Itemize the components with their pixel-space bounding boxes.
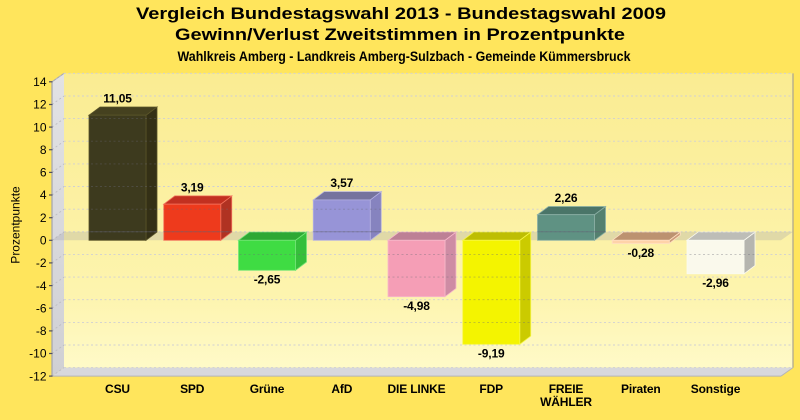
svg-text:-6: -6 bbox=[36, 301, 47, 315]
svg-text:3,19: 3,19 bbox=[181, 180, 204, 194]
svg-text:14: 14 bbox=[33, 75, 47, 89]
svg-text:-2,96: -2,96 bbox=[702, 276, 729, 290]
svg-text:Gewinn/Verlust Zweitstimmen in: Gewinn/Verlust Zweitstimmen in Prozentpu… bbox=[175, 25, 625, 44]
svg-text:2,26: 2,26 bbox=[555, 191, 578, 205]
svg-text:Grüne: Grüne bbox=[250, 382, 285, 396]
svg-text:3,57: 3,57 bbox=[330, 176, 353, 190]
svg-text:6: 6 bbox=[40, 166, 47, 180]
svg-text:Piraten: Piraten bbox=[621, 382, 661, 396]
svg-text:0: 0 bbox=[40, 234, 47, 248]
svg-text:-2,65: -2,65 bbox=[254, 273, 281, 287]
svg-text:4: 4 bbox=[40, 188, 47, 202]
svg-text:-8: -8 bbox=[36, 324, 47, 338]
svg-text:8: 8 bbox=[40, 143, 47, 157]
svg-text:Prozentpunkte: Prozentpunkte bbox=[9, 186, 23, 264]
svg-text:AfD: AfD bbox=[331, 382, 352, 396]
svg-text:DIE LINKE: DIE LINKE bbox=[388, 382, 446, 396]
svg-text:12: 12 bbox=[33, 98, 47, 112]
svg-text:FREIE: FREIE bbox=[549, 382, 584, 396]
svg-text:WÄHLER: WÄHLER bbox=[540, 394, 592, 409]
svg-text:2: 2 bbox=[40, 211, 47, 225]
svg-text:-0,28: -0,28 bbox=[627, 246, 654, 260]
svg-text:-9,19: -9,19 bbox=[478, 347, 505, 361]
svg-text:SPD: SPD bbox=[180, 382, 205, 396]
svg-text:Sonstige: Sonstige bbox=[691, 382, 741, 396]
svg-text:-4,98: -4,98 bbox=[403, 299, 430, 313]
svg-text:-4: -4 bbox=[36, 279, 47, 293]
svg-text:-2: -2 bbox=[36, 256, 47, 270]
svg-text:Wahlkreis Amberg - Landkreis A: Wahlkreis Amberg - Landkreis Amberg-Sulz… bbox=[178, 49, 631, 64]
svg-text:Vergleich Bundestagswahl 2013: Vergleich Bundestagswahl 2013 - Bundesta… bbox=[136, 4, 666, 23]
svg-text:-12: -12 bbox=[29, 369, 47, 383]
svg-text:11,05: 11,05 bbox=[103, 92, 132, 106]
svg-text:CSU: CSU bbox=[105, 382, 130, 396]
svg-text:-10: -10 bbox=[29, 347, 47, 361]
svg-text:FDP: FDP bbox=[479, 382, 503, 396]
svg-text:10: 10 bbox=[33, 120, 47, 134]
